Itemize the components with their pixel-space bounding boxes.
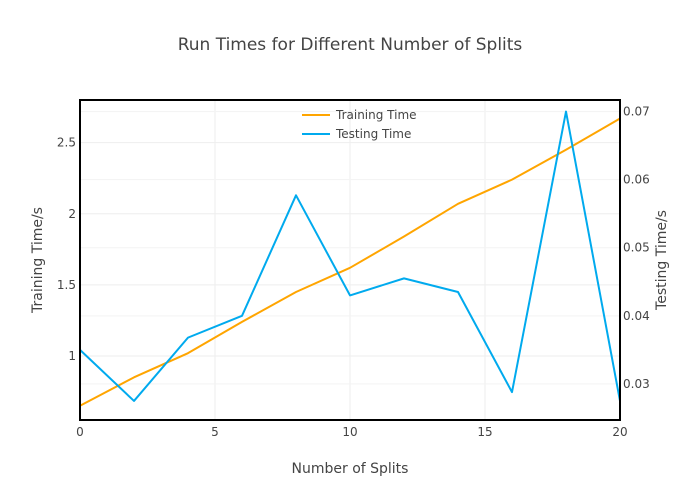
series-line-0 xyxy=(79,117,621,407)
x-tick-label: 15 xyxy=(477,425,492,439)
x-tick-label: 10 xyxy=(342,425,357,439)
y2-axis-ticks: 0.03 0.04 0.05 0.06 0.07 xyxy=(623,105,650,391)
y-tick-label: 1 xyxy=(68,349,76,363)
y2-tick-label: 0.06 xyxy=(623,173,650,187)
y-tick-label: 1.5 xyxy=(57,278,76,292)
series-lines xyxy=(79,110,621,407)
grid-lines xyxy=(79,100,621,420)
y2-tick-label: 0.03 xyxy=(623,377,650,391)
y-axis-title: Training Time/s xyxy=(30,207,46,314)
series-line-1 xyxy=(79,110,621,402)
y2-axis-title: Testing Time/s xyxy=(654,210,670,311)
y-axis-ticks: 1 1.5 2 2.5 xyxy=(57,136,76,363)
y2-tick-label: 0.05 xyxy=(623,241,650,255)
y-tick-label: 2 xyxy=(68,207,76,221)
y-tick-label: 2.5 xyxy=(57,136,76,150)
y2-tick-label: 0.04 xyxy=(623,309,650,323)
y2-tick-label: 0.07 xyxy=(623,105,650,119)
legend-label: Testing Time xyxy=(335,127,411,141)
x-tick-label: 0 xyxy=(76,425,84,439)
x-axis-ticks: 0 5 10 15 20 xyxy=(76,425,627,439)
x-axis-title: Number of Splits xyxy=(292,461,409,477)
legend-label: Training Time xyxy=(335,108,417,122)
plot-area-frame xyxy=(79,99,621,421)
x-tick-label: 20 xyxy=(612,425,627,439)
legend: Training Time Testing Time xyxy=(302,108,417,141)
x-tick-label: 5 xyxy=(211,425,219,439)
chart-title: Run Times for Different Number of Splits xyxy=(178,35,523,55)
